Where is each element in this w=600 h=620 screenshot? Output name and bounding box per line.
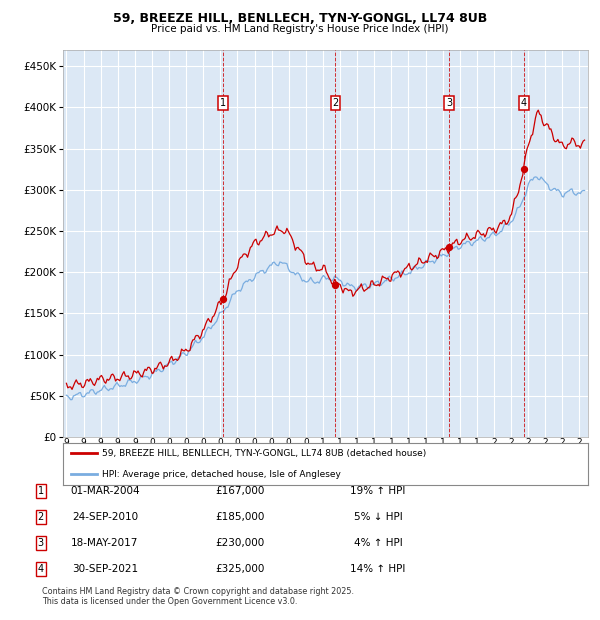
Text: 4: 4: [521, 98, 527, 108]
Text: 59, BREEZE HILL, BENLLECH, TYN-Y-GONGL, LL74 8UB (detached house): 59, BREEZE HILL, BENLLECH, TYN-Y-GONGL, …: [103, 449, 427, 458]
Text: £167,000: £167,000: [215, 486, 265, 496]
Text: 3: 3: [38, 538, 44, 548]
Text: 2: 2: [332, 98, 338, 108]
Text: 1: 1: [220, 98, 226, 108]
Text: 59, BREEZE HILL, BENLLECH, TYN-Y-GONGL, LL74 8UB: 59, BREEZE HILL, BENLLECH, TYN-Y-GONGL, …: [113, 12, 487, 25]
Text: 24-SEP-2010: 24-SEP-2010: [72, 512, 138, 522]
Text: 18-MAY-2017: 18-MAY-2017: [71, 538, 139, 548]
Text: 19% ↑ HPI: 19% ↑ HPI: [350, 486, 406, 496]
Text: HPI: Average price, detached house, Isle of Anglesey: HPI: Average price, detached house, Isle…: [103, 470, 341, 479]
Text: 1: 1: [38, 486, 44, 496]
Text: Contains HM Land Registry data © Crown copyright and database right 2025.
This d: Contains HM Land Registry data © Crown c…: [42, 587, 354, 606]
Point: [445, 242, 454, 252]
Text: 4: 4: [38, 564, 44, 574]
Text: 3: 3: [446, 98, 452, 108]
Point: [218, 294, 228, 304]
Point: [331, 280, 340, 290]
Text: 01-MAR-2004: 01-MAR-2004: [70, 486, 140, 496]
Text: £325,000: £325,000: [215, 564, 265, 574]
Text: £230,000: £230,000: [215, 538, 265, 548]
Text: 2: 2: [38, 512, 44, 522]
Text: 14% ↑ HPI: 14% ↑ HPI: [350, 564, 406, 574]
Text: 30-SEP-2021: 30-SEP-2021: [72, 564, 138, 574]
Text: £185,000: £185,000: [215, 512, 265, 522]
Point: [519, 164, 529, 174]
Text: 4% ↑ HPI: 4% ↑ HPI: [353, 538, 403, 548]
Text: 5% ↓ HPI: 5% ↓ HPI: [353, 512, 403, 522]
Text: Price paid vs. HM Land Registry's House Price Index (HPI): Price paid vs. HM Land Registry's House …: [151, 24, 449, 33]
